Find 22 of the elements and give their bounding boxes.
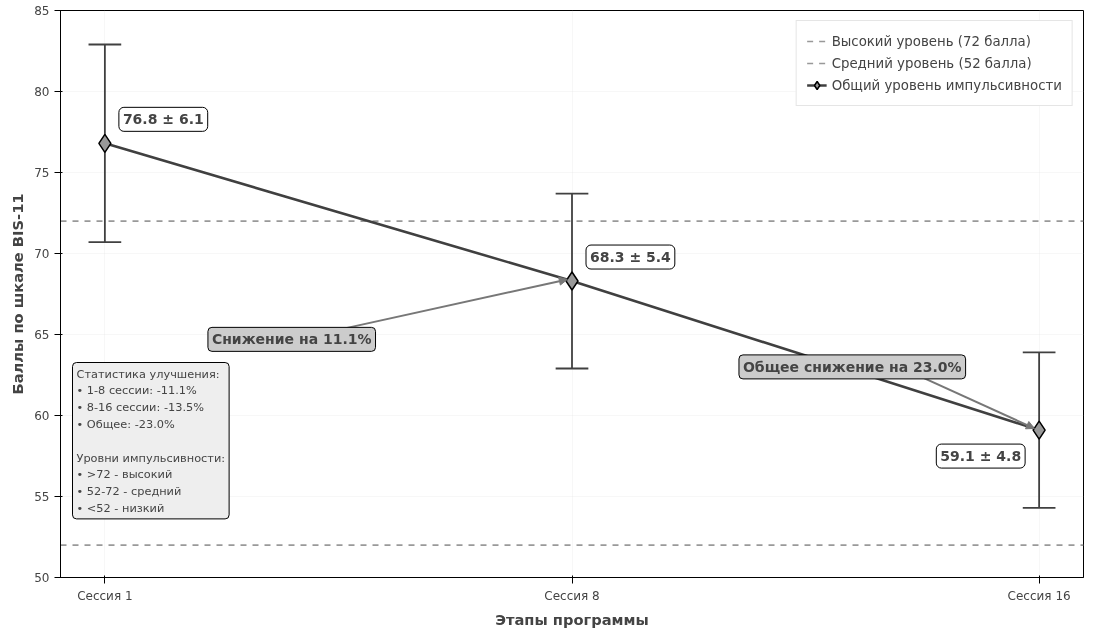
legend-label: Средний уровень (52 балла) [831, 55, 1032, 71]
text: Статистика улучшения: • 1-8 сессии: -11.1% • 8-16 сессии: -13.5% • Общее: -23.0% Уровни импульсивности: • >72 - высокий • 52-72 - средний • <52 - низкий [76, 366, 226, 515]
y-tick-label: 55 [34, 490, 50, 504]
annotation: Общее снижение на 23.0% [742, 358, 962, 375]
annotation: Снижение на 11.1% [211, 331, 372, 348]
y-tick-label: 65 [34, 328, 50, 342]
x-tick-label: Сессия 8 [544, 588, 600, 603]
y-tick-label: 85 [34, 4, 50, 18]
x-tick-label: Сессия 1 [77, 588, 133, 603]
data-label: 76.8 ± 6.1 [122, 111, 204, 128]
y-tick-label: 75 [34, 166, 50, 180]
y-tick-label: 60 [34, 409, 50, 423]
x-axis-title: Этапы программы [495, 610, 649, 628]
data-label: 68.3 ± 5.4 [590, 249, 672, 266]
legend-label: Высокий уровень (72 балла) [831, 33, 1031, 49]
y-tick-label: 70 [34, 247, 50, 261]
legend-label: Общий уровень импульсивности [831, 77, 1062, 93]
y-tick-label: 50 [34, 571, 50, 585]
y-axis-title: Баллы по шкале BIS-11 [9, 193, 27, 395]
y-tick-label: 80 [34, 85, 50, 99]
x-tick-label: Сессия 16 [1007, 588, 1071, 603]
data-label: 59.1 ± 4.8 [940, 448, 1022, 465]
